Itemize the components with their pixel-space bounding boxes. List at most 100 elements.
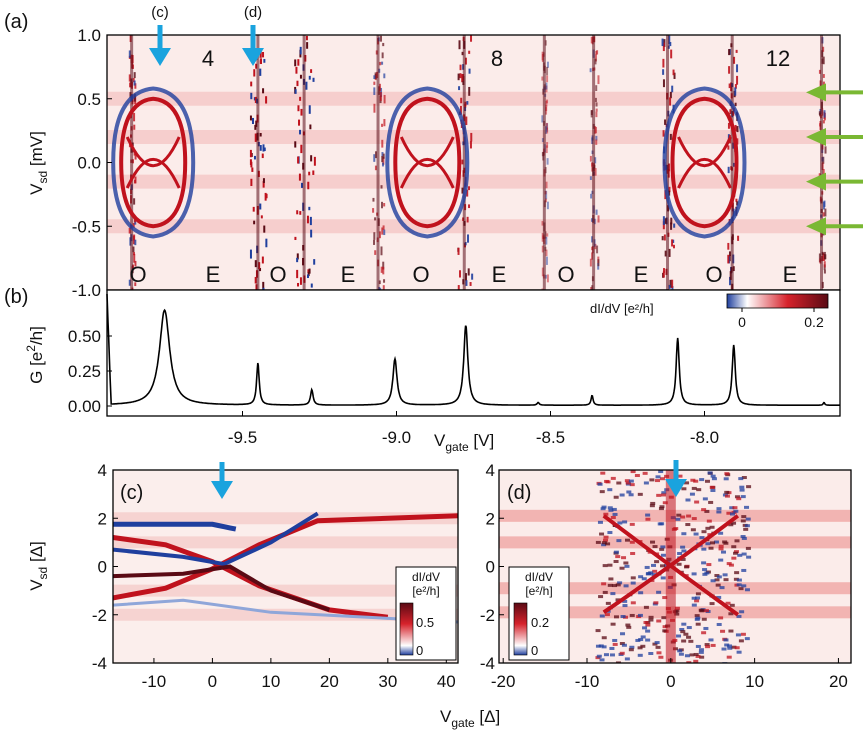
noise-pixel [308, 75, 311, 80]
noise-pixel [373, 232, 376, 240]
noise-pixel [616, 539, 622, 543]
noise-pixel [738, 587, 744, 591]
noise-pixel [468, 186, 471, 191]
noise-pixel [744, 505, 750, 509]
noise-pixel [630, 601, 636, 605]
noise-pixel [255, 120, 258, 127]
noise-pixel [686, 661, 692, 663]
noise-pixel [743, 527, 749, 531]
noise-pixel [689, 492, 695, 496]
noise-pixel [313, 156, 316, 166]
noise-pixel [545, 145, 548, 154]
panel-c-tag: (c) [120, 482, 143, 504]
noise-pixel [607, 563, 613, 567]
noise-pixel [297, 282, 300, 287]
noise-pixel [254, 276, 257, 284]
noise-pixel [670, 222, 673, 230]
noise-pixel [470, 35, 473, 42]
noise-pixel [253, 220, 256, 225]
noise-pixel [596, 245, 599, 254]
noise-pixel [255, 63, 258, 69]
noise-pixel [724, 490, 730, 494]
parity-label: E [783, 262, 798, 287]
noise-pixel [660, 553, 666, 557]
noise-pixel [736, 497, 742, 501]
noise-pixel [133, 112, 136, 122]
noise-pixel [306, 215, 309, 224]
noise-pixel [616, 481, 622, 485]
noise-pixel [637, 646, 643, 650]
blue-arrow-icon [211, 462, 233, 499]
noise-pixel [822, 212, 825, 217]
noise-pixel [546, 274, 549, 283]
noise-pixel [605, 542, 611, 546]
noise-pixel [694, 500, 700, 504]
x-tick-label: 20 [829, 672, 848, 691]
noise-pixel [310, 155, 313, 162]
noise-pixel [822, 169, 825, 177]
noise-pixel [823, 110, 826, 118]
noise-pixel [691, 572, 697, 576]
noise-pixel [458, 40, 461, 50]
noise-pixel [374, 165, 377, 171]
noise-pixel [701, 617, 707, 621]
noise-pixel [735, 198, 738, 202]
noise-pixel [380, 185, 383, 189]
noise-pixel [677, 649, 683, 653]
noise-pixel [824, 208, 827, 217]
noise-pixel [729, 109, 732, 115]
noise-pixel [676, 634, 682, 638]
noise-pixel [648, 615, 654, 619]
noise-pixel [674, 606, 680, 610]
noise-pixel [650, 540, 656, 544]
noise-pixel [612, 638, 618, 642]
noise-pixel [615, 598, 621, 602]
colorbar-title: [e²/h] [525, 584, 552, 598]
green-arrow-icon [806, 217, 863, 236]
noise-pixel [705, 526, 711, 530]
noise-pixel [822, 74, 825, 78]
noise-pixel [654, 641, 660, 645]
noise-pixel [624, 564, 630, 568]
noise-pixel [457, 285, 460, 290]
noise-pixel [259, 68, 262, 76]
noise-pixel [459, 270, 462, 278]
noise-pixel [617, 581, 623, 585]
noise-pixel [381, 52, 384, 59]
noise-pixel [693, 652, 699, 656]
parity-label: O [129, 262, 146, 287]
noise-pixel [546, 158, 549, 165]
noise-pixel [250, 92, 253, 100]
andreev-loop-outer [385, 86, 470, 239]
noise-pixel [671, 279, 674, 288]
noise-pixel [591, 236, 594, 243]
noise-pixel [629, 483, 635, 487]
noise-pixel [253, 69, 256, 77]
noise-pixel [823, 261, 826, 268]
noise-pixel [254, 96, 257, 104]
noise-pixel [716, 575, 722, 579]
noise-pixel [595, 108, 598, 112]
panel-a: (a) 1.0 0.5 0.0 -0.5 -1.0 Vsd [mV] (c) (d) 4… [4, 4, 863, 300]
band [462, 35, 466, 290]
noise-pixel [658, 655, 664, 659]
noise-pixel [612, 512, 618, 516]
noise-pixel [672, 239, 675, 243]
x-tick-label: 30 [378, 672, 397, 691]
noise-pixel [727, 242, 730, 250]
noise-pixel [625, 481, 631, 485]
noise-pixel [693, 532, 699, 536]
noise-pixel [738, 639, 744, 643]
noise-pixel [728, 49, 731, 56]
x-tick-label: -10 [142, 672, 167, 691]
noise-pixel [730, 512, 736, 516]
noise-pixel [635, 638, 641, 642]
noise-pixel [691, 486, 697, 490]
noise-pixel [609, 646, 615, 650]
subgap-state [113, 564, 331, 612]
noise-pixel [259, 132, 262, 137]
green-arrow-icon [806, 128, 863, 146]
noise-pixel [619, 493, 625, 497]
noise-pixel [459, 105, 462, 115]
noise-pixel [626, 625, 632, 629]
